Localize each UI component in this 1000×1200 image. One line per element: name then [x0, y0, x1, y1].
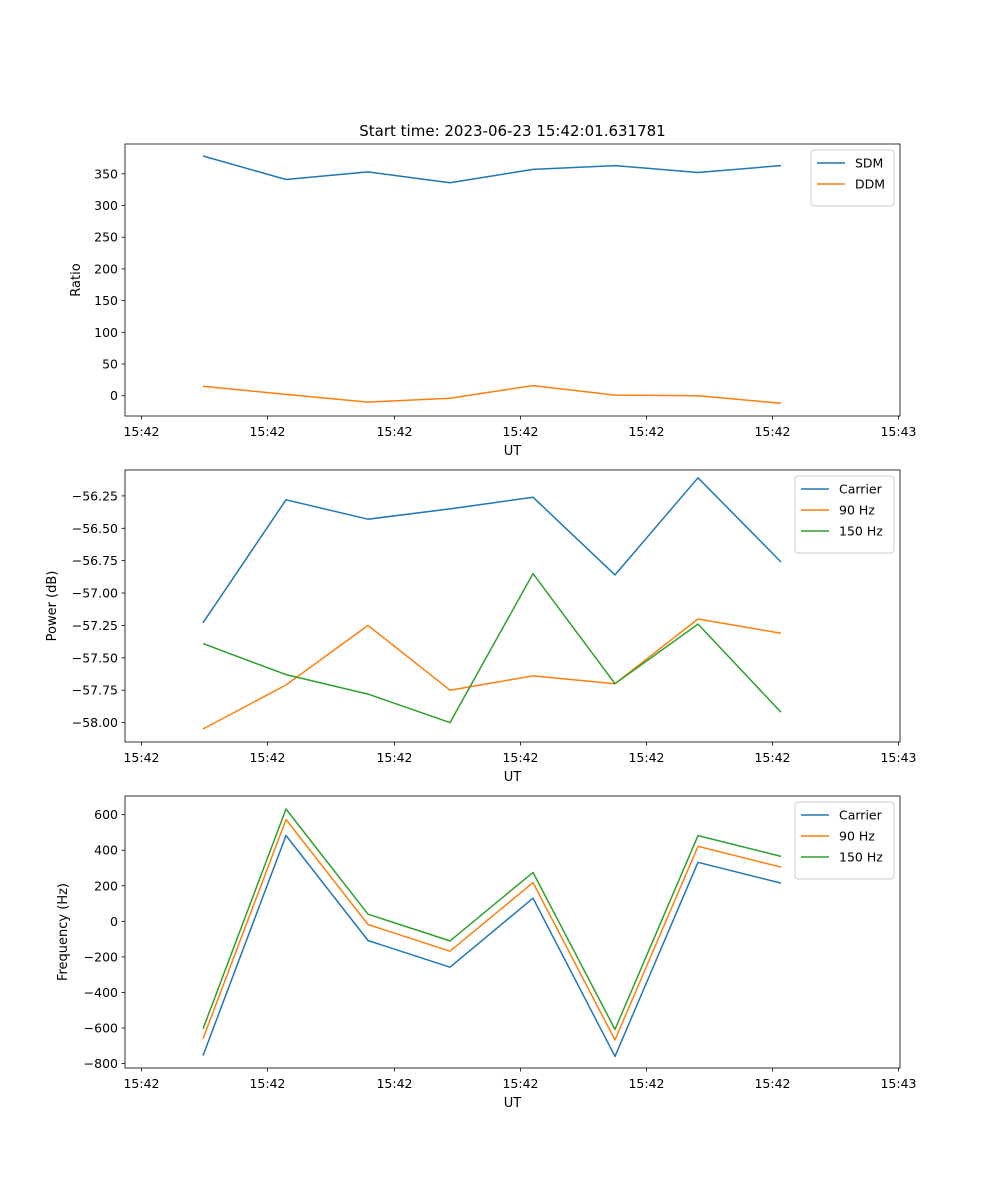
y-tick-label: 0: [110, 388, 118, 403]
y-tick-label: 600: [94, 807, 118, 822]
x-tick-label: 15:42: [754, 1076, 790, 1091]
y-axis-label: Frequency (Hz): [56, 883, 71, 981]
x-tick-label: 15:42: [123, 424, 159, 439]
chart-panel-2: −58.00 −57.75 −57.50 −57.25 −57.00 −56.75 −56.…: [45, 469, 917, 785]
legend: Carrier 90 Hz 150 Hz: [794, 801, 895, 880]
x-tick-label: 15:42: [754, 424, 790, 439]
y-tick-label: −400: [84, 985, 118, 1000]
y-tick-label: 150: [94, 293, 118, 308]
series-line-90-hz: [202, 818, 782, 1041]
legend-label: DDM: [855, 177, 885, 192]
series-line-150-hz: [202, 808, 782, 1031]
y-tick-label: −56.75: [72, 553, 118, 568]
legend-box: [794, 801, 895, 880]
y-tick-label: −800: [84, 1056, 118, 1071]
legend: SDM DDM: [810, 149, 895, 207]
legend-label: 150 Hz: [839, 850, 883, 865]
x-tick-label: 15:43: [880, 1076, 916, 1091]
plot-frame: [124, 795, 901, 1069]
legend-label: Carrier: [839, 482, 883, 497]
x-tick-label: 15:42: [376, 424, 412, 439]
chart-panel-3: −800 −600 −400 −200 0 200 400 600 15:42 15:42 15:4…: [56, 795, 917, 1111]
plot-frame: [124, 469, 901, 743]
x-tick-label: 15:42: [249, 1076, 285, 1091]
series-line-carrier: [202, 477, 782, 624]
x-axis-label: UT: [504, 1096, 522, 1111]
legend-label: Carrier: [839, 808, 883, 823]
x-tick-label: 15:42: [249, 424, 285, 439]
x-tick-label: 15:43: [880, 750, 916, 765]
y-tick-label: −57.25: [72, 618, 118, 633]
y-tick-label: −57.50: [72, 650, 118, 665]
x-tick-label: 15:42: [502, 424, 538, 439]
y-tick-label: 200: [94, 878, 118, 893]
chart-title: Start time: 2023-06-23 15:42:01.631781: [359, 122, 665, 140]
y-tick-label: 350: [94, 166, 118, 181]
y-tick-label: 250: [94, 230, 118, 245]
series-line-sdm: [202, 155, 782, 184]
y-tick-label: −57.75: [72, 683, 118, 698]
y-tick-label: 100: [94, 325, 118, 340]
x-tick-label: 15:42: [628, 750, 664, 765]
y-tick-label: −57.00: [72, 586, 118, 601]
x-tick-label: 15:42: [502, 750, 538, 765]
y-tick-label: 400: [94, 843, 118, 858]
legend: Carrier 90 Hz 150 Hz: [794, 475, 895, 554]
legend-label: 90 Hz: [839, 829, 875, 844]
x-tick-label: 15:42: [754, 750, 790, 765]
legend-label: SDM: [855, 156, 883, 171]
series-line-90-hz: [202, 618, 782, 730]
y-tick-label: −58.00: [72, 715, 118, 730]
x-tick-label: 15:42: [376, 750, 412, 765]
y-axis-label: Ratio: [69, 263, 84, 296]
plot-frame: [124, 143, 901, 417]
y-tick-label: 50: [102, 357, 118, 372]
series-line-ddm: [202, 384, 782, 405]
chart-panel-1: 0 50 100 150 200 250 300 350 15:42 15:42 15:42 15:4…: [69, 122, 917, 459]
legend-label: 150 Hz: [839, 524, 883, 539]
panels: 0 50 100 150 200 250 300 350 15:42 15:42 15:42 15:4…: [45, 122, 917, 1111]
x-tick-label: 15:42: [628, 424, 664, 439]
legend-box: [810, 149, 895, 207]
x-tick-label: 15:42: [249, 750, 285, 765]
y-tick-label: 200: [94, 261, 118, 276]
x-tick-label: 15:42: [123, 1076, 159, 1091]
series-line-150-hz: [202, 572, 782, 724]
y-tick-label: −56.25: [72, 488, 118, 503]
y-tick-label: 0: [110, 914, 118, 929]
x-tick-label: 15:42: [502, 1076, 538, 1091]
x-tick-label: 15:43: [880, 424, 916, 439]
y-tick-label: −56.50: [72, 521, 118, 536]
x-axis-label: UT: [504, 444, 522, 459]
x-tick-label: 15:42: [123, 750, 159, 765]
x-tick-label: 15:42: [376, 1076, 412, 1091]
x-tick-label: 15:42: [628, 1076, 664, 1091]
series-line-carrier: [202, 834, 782, 1058]
y-tick-label: −600: [84, 1021, 118, 1036]
y-tick-label: 300: [94, 198, 118, 213]
x-axis-label: UT: [504, 770, 522, 785]
y-tick-label: −200: [84, 949, 118, 964]
legend-label: 90 Hz: [839, 503, 875, 518]
legend-box: [794, 475, 895, 554]
y-axis-label: Power (dB): [45, 571, 60, 642]
